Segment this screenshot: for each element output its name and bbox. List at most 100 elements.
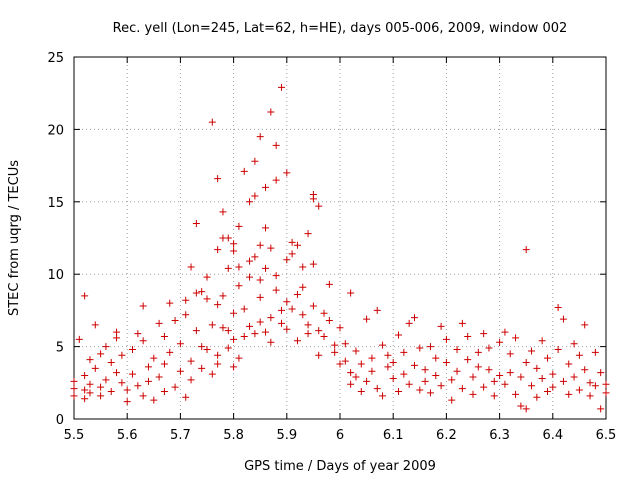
data-point [293,290,301,298]
data-point [219,292,227,300]
data-point [453,345,461,353]
data-point [123,398,131,406]
data-point [299,283,307,291]
data-point [208,370,216,378]
data-point [538,337,546,345]
data-point [267,244,275,252]
data-point [512,390,520,398]
data-point [182,393,190,401]
data-point [272,286,280,294]
data-point [118,379,126,387]
data-point [421,366,429,374]
data-point [81,372,89,380]
y-tick-label: 0 [56,413,64,428]
data-point [160,332,168,340]
data-point [293,337,301,345]
data-point [182,311,190,319]
data-point [267,108,275,116]
data-point [512,334,520,342]
x-tick-label: 6.5 [596,428,617,443]
data-point [155,373,163,381]
x-tick-label: 5.8 [223,428,244,443]
data-point [256,241,264,249]
data-point [405,380,413,388]
data-point [81,386,89,394]
data-point [469,390,477,398]
data-point [272,141,280,149]
data-point [575,351,583,359]
data-point [437,382,445,390]
data-point [320,332,328,340]
data-point [283,169,291,177]
data-point [405,319,413,327]
data-point [129,370,137,378]
x-tick-label: 6.3 [489,428,510,443]
data-point [118,351,126,359]
data-point [554,304,562,312]
data-point [240,305,248,313]
data-point [113,369,121,377]
data-point [395,331,403,339]
x-tick-label: 5.6 [117,428,138,443]
data-point [139,337,147,345]
data-point [575,386,583,394]
data-point [230,335,238,343]
data-point [309,260,317,268]
data-point [357,387,365,395]
data-point [501,380,509,388]
data-point [129,345,137,353]
data-point [198,343,206,351]
data-point [198,288,206,296]
data-point [144,363,152,371]
data-point [262,224,270,232]
data-point [448,396,456,404]
data-point [299,263,307,271]
x-tick-label: 5.9 [276,428,297,443]
data-point [325,280,333,288]
data-point [171,383,179,391]
data-point [315,202,323,210]
data-point [565,360,573,368]
data-point [97,383,105,391]
data-point [246,198,254,206]
data-point [485,366,493,374]
data-point [192,327,200,335]
data-point [309,191,317,199]
data-point [214,246,222,254]
data-point [150,354,158,362]
chart-title: Rec. yell (Lon=245, Lat=62, h=HE), days … [113,21,568,36]
data-point [176,367,184,375]
data-point [256,133,264,141]
data-point [97,350,105,358]
data-point [501,328,509,336]
data-point [86,380,94,388]
x-tick-label: 5.7 [170,428,191,443]
data-point [283,298,291,306]
data-point [368,367,376,375]
data-point [134,382,142,390]
data-point [214,175,222,183]
data-point [602,380,610,388]
data-point [474,363,482,371]
data-point [309,302,317,310]
data-point [554,345,562,353]
y-tick-labels: 0 5 10 15 20 25 [47,51,64,428]
data-point [219,324,227,332]
data-point [543,387,551,395]
data-point [75,335,83,343]
data-point [442,359,450,367]
data-point [389,359,397,367]
x-axis-label: GPS time / Days of year 2009 [244,459,436,474]
data-point [198,364,206,372]
data-point [591,348,599,356]
data-point [410,361,418,369]
data-point [86,356,94,364]
data-point [591,382,599,390]
data-point [203,295,211,303]
data-point [379,392,387,400]
data-point [395,387,403,395]
data-point [426,389,434,397]
data-point [597,405,605,413]
data-point [432,354,440,362]
data-point [91,321,99,329]
